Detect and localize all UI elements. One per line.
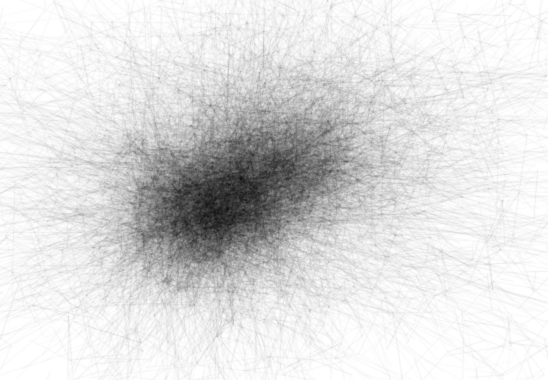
network-edges-canvas: [0, 0, 548, 380]
network-graph: [0, 0, 548, 380]
